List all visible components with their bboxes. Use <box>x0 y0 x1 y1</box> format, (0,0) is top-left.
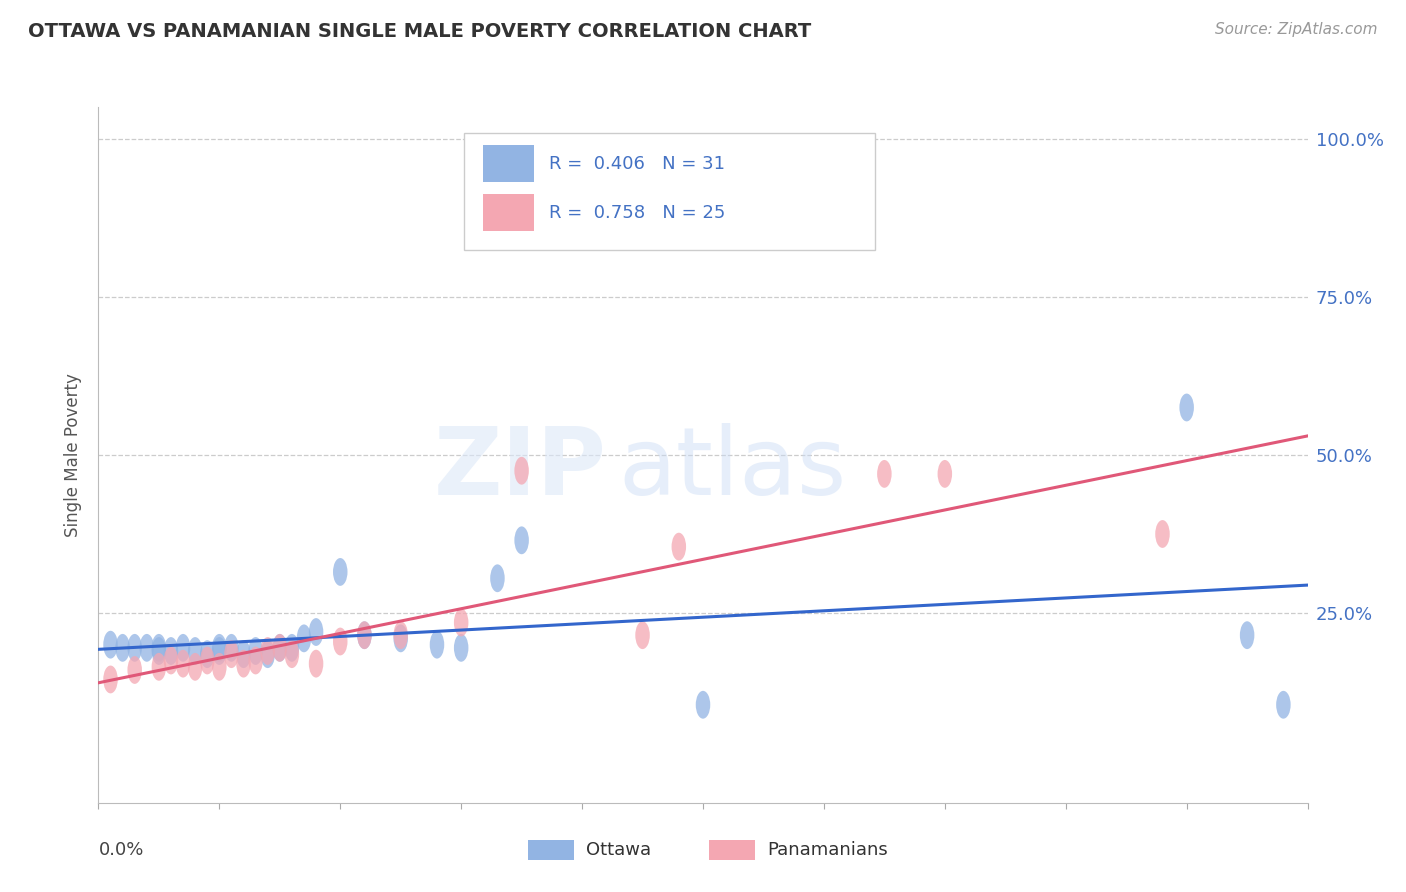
Ellipse shape <box>200 647 215 674</box>
Ellipse shape <box>309 649 323 678</box>
Ellipse shape <box>1277 690 1291 719</box>
Ellipse shape <box>273 634 287 662</box>
FancyBboxPatch shape <box>709 840 755 860</box>
Ellipse shape <box>284 640 299 668</box>
Ellipse shape <box>309 618 323 646</box>
Ellipse shape <box>249 647 263 674</box>
Ellipse shape <box>188 637 202 665</box>
Text: 0.0%: 0.0% <box>98 841 143 859</box>
Text: Panamanians: Panamanians <box>768 841 887 859</box>
FancyBboxPatch shape <box>482 194 534 231</box>
Ellipse shape <box>430 631 444 658</box>
Ellipse shape <box>152 634 166 662</box>
Ellipse shape <box>163 637 179 665</box>
Ellipse shape <box>212 637 226 665</box>
Ellipse shape <box>188 653 202 681</box>
Ellipse shape <box>212 653 226 681</box>
Ellipse shape <box>260 637 276 665</box>
Text: OTTAWA VS PANAMANIAN SINGLE MALE POVERTY CORRELATION CHART: OTTAWA VS PANAMANIAN SINGLE MALE POVERTY… <box>28 22 811 41</box>
Ellipse shape <box>696 690 710 719</box>
Ellipse shape <box>115 634 129 662</box>
Text: Source: ZipAtlas.com: Source: ZipAtlas.com <box>1215 22 1378 37</box>
Ellipse shape <box>260 640 276 668</box>
Ellipse shape <box>1156 520 1170 548</box>
Ellipse shape <box>333 628 347 656</box>
Ellipse shape <box>128 656 142 684</box>
Ellipse shape <box>236 640 250 668</box>
Ellipse shape <box>491 565 505 592</box>
Text: R =  0.406   N = 31: R = 0.406 N = 31 <box>550 155 725 173</box>
FancyBboxPatch shape <box>482 145 534 182</box>
FancyBboxPatch shape <box>527 840 574 860</box>
Text: ZIP: ZIP <box>433 423 606 515</box>
Ellipse shape <box>236 649 250 678</box>
Ellipse shape <box>1240 621 1254 649</box>
Ellipse shape <box>394 624 408 652</box>
Ellipse shape <box>152 637 166 665</box>
Ellipse shape <box>357 621 371 649</box>
Ellipse shape <box>103 631 118 658</box>
Ellipse shape <box>672 533 686 560</box>
Ellipse shape <box>200 640 215 668</box>
Ellipse shape <box>636 621 650 649</box>
Ellipse shape <box>938 460 952 488</box>
Text: R =  0.758   N = 25: R = 0.758 N = 25 <box>550 203 725 222</box>
Ellipse shape <box>297 624 311 652</box>
Ellipse shape <box>163 647 179 674</box>
Ellipse shape <box>454 634 468 662</box>
Text: Ottawa: Ottawa <box>586 841 651 859</box>
Ellipse shape <box>139 634 155 662</box>
Y-axis label: Single Male Poverty: Single Male Poverty <box>65 373 83 537</box>
Ellipse shape <box>394 621 408 649</box>
Ellipse shape <box>176 634 190 662</box>
Ellipse shape <box>212 634 226 662</box>
Ellipse shape <box>273 634 287 662</box>
Ellipse shape <box>152 653 166 681</box>
Ellipse shape <box>515 526 529 554</box>
Ellipse shape <box>224 640 239 668</box>
Ellipse shape <box>454 608 468 637</box>
Ellipse shape <box>224 634 239 662</box>
Ellipse shape <box>128 634 142 662</box>
Ellipse shape <box>249 637 263 665</box>
FancyBboxPatch shape <box>464 133 875 250</box>
Ellipse shape <box>357 621 371 649</box>
Ellipse shape <box>176 649 190 678</box>
Ellipse shape <box>515 457 529 484</box>
Ellipse shape <box>284 634 299 662</box>
Ellipse shape <box>333 558 347 586</box>
Text: atlas: atlas <box>619 423 846 515</box>
Ellipse shape <box>103 665 118 693</box>
Ellipse shape <box>1180 393 1194 421</box>
Ellipse shape <box>877 460 891 488</box>
